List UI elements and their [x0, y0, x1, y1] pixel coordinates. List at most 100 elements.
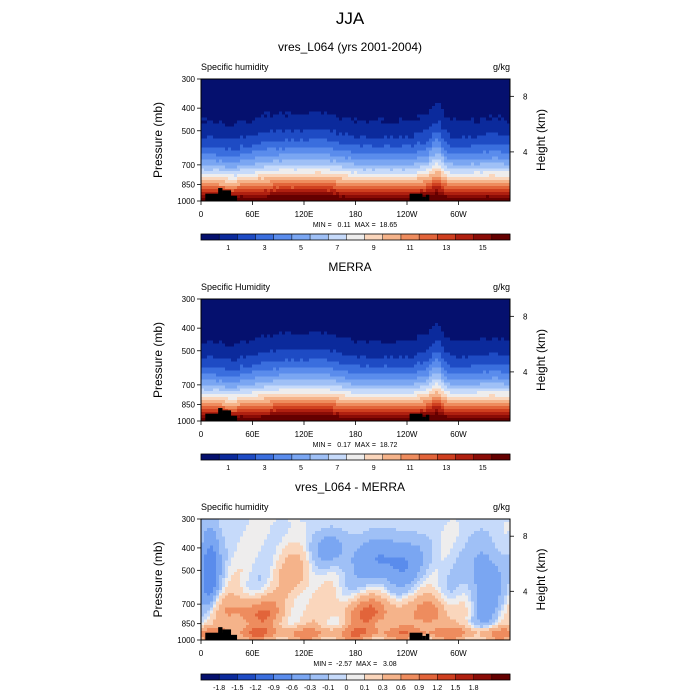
field-cell — [420, 117, 424, 122]
field-cell — [288, 126, 292, 131]
field-cell — [249, 114, 253, 119]
field-cell — [420, 114, 424, 119]
field-cell — [261, 174, 265, 178]
field-cell — [327, 171, 331, 175]
field-cell — [222, 126, 226, 131]
field-cell — [405, 79, 409, 83]
field-cell — [318, 108, 322, 113]
field-cell — [303, 117, 307, 122]
field-cell — [357, 84, 361, 89]
field-cell — [246, 84, 250, 89]
field-cell — [255, 87, 259, 92]
field-cell — [417, 105, 421, 110]
field-cell — [357, 141, 361, 146]
field-cell — [237, 159, 241, 163]
field-cell — [237, 183, 241, 187]
field-cell — [357, 162, 361, 166]
field-cell — [390, 180, 394, 184]
field-cell — [357, 111, 361, 116]
field-cell — [324, 153, 328, 157]
field-cell — [288, 123, 292, 128]
field-cell — [396, 102, 400, 107]
field-cell — [243, 180, 247, 184]
field-cell — [261, 84, 265, 89]
field-cell — [336, 126, 340, 131]
field-cell — [234, 192, 238, 196]
field-cell — [330, 84, 334, 89]
field-cell — [216, 168, 220, 172]
field-cell — [282, 105, 286, 110]
field-cell — [369, 111, 373, 116]
field-cell — [414, 147, 418, 152]
field-cell — [324, 189, 328, 193]
field-cell — [312, 126, 316, 131]
field-cell — [285, 84, 289, 89]
field-cell — [417, 84, 421, 89]
field-cell — [258, 150, 262, 154]
field-cell — [381, 111, 385, 116]
field-cell — [405, 111, 409, 116]
field-cell — [339, 198, 343, 202]
field-cell — [228, 174, 232, 178]
field-cell — [318, 117, 322, 122]
field-cell — [294, 147, 298, 152]
field-cell — [363, 138, 367, 143]
field-cell — [369, 96, 373, 101]
field-cell — [207, 99, 211, 104]
field-cell — [264, 120, 268, 125]
field-cell — [399, 120, 403, 125]
field-cell — [261, 159, 265, 163]
field-cell — [276, 162, 280, 166]
y2-tick-label: 8 — [523, 92, 528, 101]
field-cell — [420, 87, 424, 92]
field-cell — [204, 123, 208, 128]
field-cell — [219, 141, 223, 146]
field-cell — [414, 79, 418, 83]
field-cell — [375, 123, 379, 128]
field-cell — [342, 159, 346, 163]
field-cell — [219, 117, 223, 122]
field-cell — [360, 144, 364, 149]
field-cell — [237, 174, 241, 178]
field-cell — [387, 132, 391, 137]
field-cell — [324, 93, 328, 98]
field-cell — [237, 189, 241, 193]
field-cell — [393, 180, 397, 184]
field-cell — [282, 198, 286, 202]
field-cell — [282, 90, 286, 95]
field-cell — [414, 156, 418, 160]
field-cell — [252, 171, 256, 175]
field-cell — [309, 126, 313, 131]
field-cell — [276, 126, 280, 131]
field-cell — [402, 120, 406, 125]
field-cell — [240, 177, 244, 181]
field-cell — [240, 156, 244, 160]
field-cell — [417, 132, 421, 137]
field-cell — [279, 141, 283, 146]
field-cell — [258, 84, 262, 89]
field-cell — [291, 108, 295, 113]
field-cell — [414, 111, 418, 116]
field-cell — [249, 132, 253, 137]
field-cell — [234, 186, 238, 190]
field-cell — [285, 186, 289, 190]
field-cell — [285, 198, 289, 202]
field-cell — [351, 129, 355, 134]
field-cell — [351, 150, 355, 154]
field-cell — [405, 165, 409, 169]
field-cell — [387, 174, 391, 178]
field-cell — [225, 123, 229, 128]
field-cell — [318, 114, 322, 119]
field-cell — [384, 162, 388, 166]
field-cell — [237, 135, 241, 140]
field-cell — [240, 132, 244, 137]
field-cell — [204, 174, 208, 178]
field-cell — [351, 180, 355, 184]
field-cell — [207, 171, 211, 175]
field-cell — [357, 81, 361, 86]
field-cell — [249, 156, 253, 160]
field-cell — [297, 174, 301, 178]
field-cell — [279, 162, 283, 166]
field-cell — [249, 153, 253, 157]
field-cell — [252, 79, 256, 83]
